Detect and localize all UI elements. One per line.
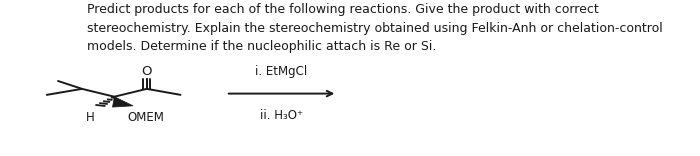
Polygon shape <box>113 97 133 107</box>
Text: O: O <box>141 65 152 78</box>
Text: H: H <box>86 111 94 124</box>
Text: OMEM: OMEM <box>127 111 164 124</box>
Text: ii. H₃O⁺: ii. H₃O⁺ <box>260 109 303 122</box>
Text: Predict products for each of the following reactions. Give the product with corr: Predict products for each of the followi… <box>87 3 662 53</box>
Text: i. EtMgCl: i. EtMgCl <box>256 65 307 78</box>
